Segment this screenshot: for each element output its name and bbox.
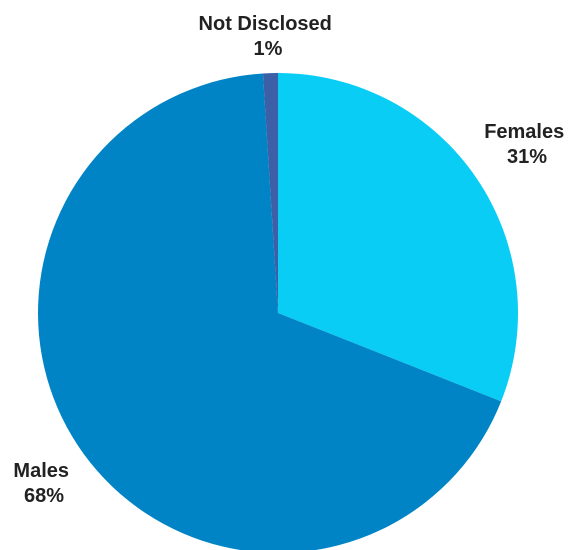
slice-label-males: Males 68% [13, 460, 74, 507]
slice-label-not-disclosed: Not Disclosed 1% [199, 13, 338, 60]
pie-slices [38, 73, 518, 550]
pie-slice-not-disclosed [262, 73, 278, 313]
slice-label-females: Females 31% [484, 121, 570, 168]
slice-percent-females: 31% [507, 146, 547, 168]
pie-slice-males [38, 73, 502, 550]
slice-percent-males: 68% [24, 485, 64, 507]
slice-name-males: Males [13, 460, 69, 482]
pie-labels: Females 31% Males 68% Not Disclosed 1% [13, 13, 570, 507]
slice-percent-not-disclosed: 1% [254, 38, 283, 60]
pie-slice-females [278, 73, 518, 402]
slice-name-females: Females [484, 121, 564, 143]
slice-name-not-disclosed: Not Disclosed [199, 13, 332, 35]
